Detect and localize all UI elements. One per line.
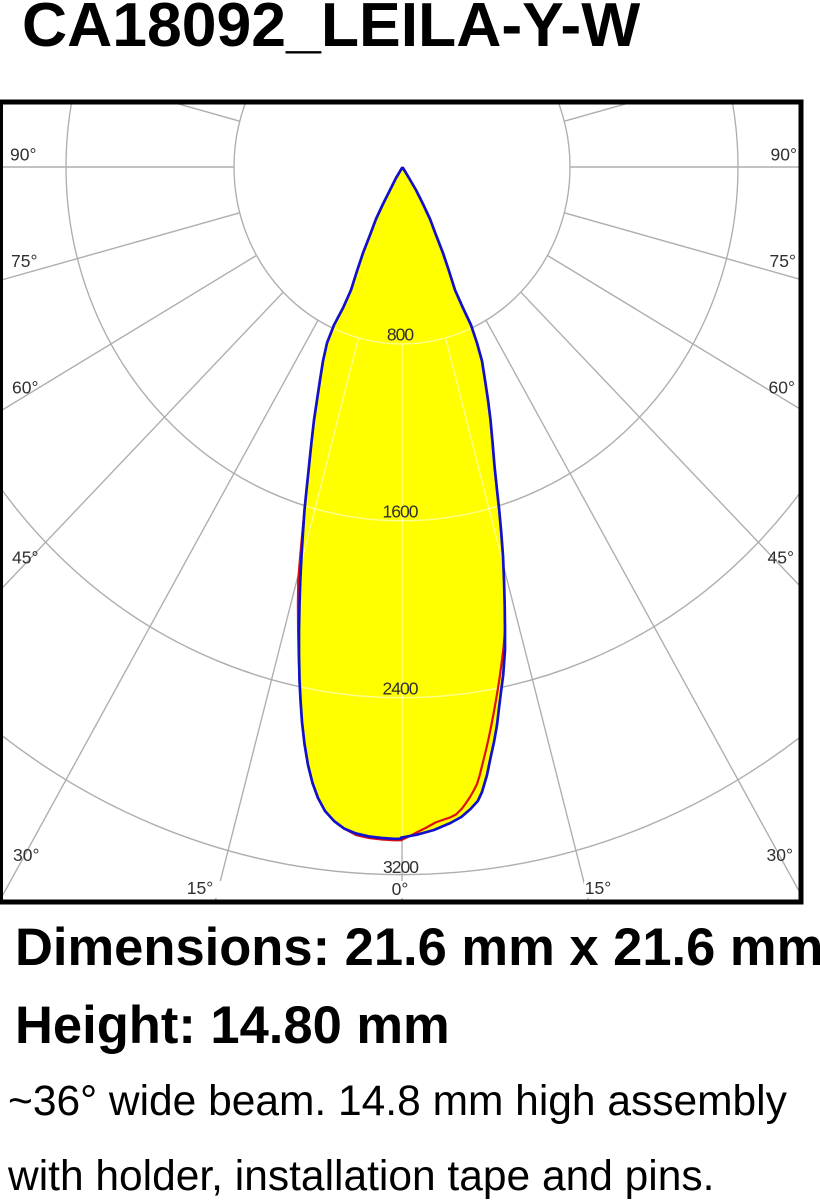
svg-text:Dimensions: 21.6 mm x 21.6 mm: Dimensions: 21.6 mm x 21.6 mm	[15, 918, 820, 977]
svg-text:800: 800	[387, 325, 414, 345]
svg-text:75°: 75°	[770, 251, 796, 271]
svg-text:15°: 15°	[585, 878, 611, 898]
svg-text:45°: 45°	[12, 548, 38, 568]
svg-text:90°: 90°	[10, 145, 36, 165]
svg-text:45°: 45°	[768, 548, 794, 568]
svg-text:60°: 60°	[12, 378, 38, 398]
svg-text:60°: 60°	[769, 378, 795, 398]
svg-text:~36° wide beam. 14.8 mm high a: ~36° wide beam. 14.8 mm high assembly	[8, 1078, 788, 1125]
svg-text:with holder, installation tape: with holder, installation tape and pins.	[7, 1153, 714, 1200]
svg-text:CA18092_LEILA-Y-W: CA18092_LEILA-Y-W	[22, 0, 640, 60]
svg-text:0°: 0°	[392, 879, 409, 899]
svg-text:30°: 30°	[767, 845, 793, 865]
svg-text:Height: 14.80 mm: Height: 14.80 mm	[15, 996, 450, 1055]
svg-text:1600: 1600	[383, 502, 419, 522]
svg-text:3200: 3200	[383, 857, 419, 877]
svg-text:2400: 2400	[383, 679, 419, 699]
svg-text:30°: 30°	[13, 845, 39, 865]
svg-text:90°: 90°	[771, 145, 797, 165]
svg-text:15°: 15°	[187, 878, 213, 898]
svg-text:75°: 75°	[11, 251, 37, 271]
